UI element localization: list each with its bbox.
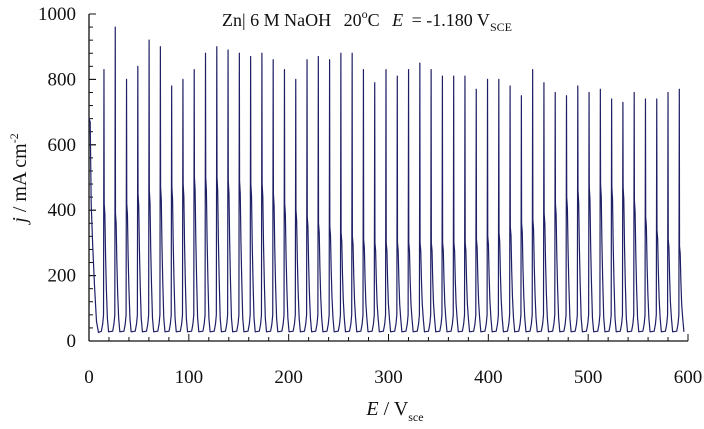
chart-title: Zn| 6 M NaOH 20oC E = -1.180 VSCE [222,7,512,34]
x-axis-sub: sce [408,410,423,424]
y-tick-label: 600 [48,135,77,156]
x-tick-label: 200 [274,367,303,388]
x-tick-label: 0 [84,367,94,388]
x-tick-label: 100 [175,367,204,388]
title-e-sub: SCE [490,20,512,34]
x-axis-unit: / V [379,398,409,420]
y-axis-symbol: j [9,217,31,226]
title-temp-value: 20 [344,10,362,30]
x-tick-label: 600 [674,367,703,388]
y-axis-label: j / mA cm-2 [7,133,31,225]
axis-ticks [88,13,689,342]
x-tick-label: 400 [474,367,503,388]
y-axis-sup: -2 [7,133,21,143]
y-axis-unit: / mA cm [9,143,31,217]
x-tick-label: 500 [574,367,603,388]
y-tick-label: 400 [48,200,77,221]
title-system: Zn| 6 M NaOH [222,10,331,30]
y-tick-label: 1000 [38,4,76,25]
series-layer [88,26,685,334]
x-axis-symbol: E [365,398,378,420]
y-tick-label: 200 [48,266,77,287]
x-tick-labels: 0 100 200 300 400 500 600 [84,367,702,388]
y-tick-label: 800 [48,69,77,90]
title-e-value: = -1.180 V [412,10,490,30]
x-tick-label: 300 [374,367,403,388]
series-line [88,26,685,334]
title-temp-unit: C [368,10,380,30]
y-tick-label: 0 [67,331,77,352]
y-tick-labels: 0 200 400 600 800 1000 [38,4,76,352]
x-axis-label: E / Vsce [365,398,423,424]
title-e-symbol: E [391,10,403,30]
title-temp-sup: o [362,7,368,21]
